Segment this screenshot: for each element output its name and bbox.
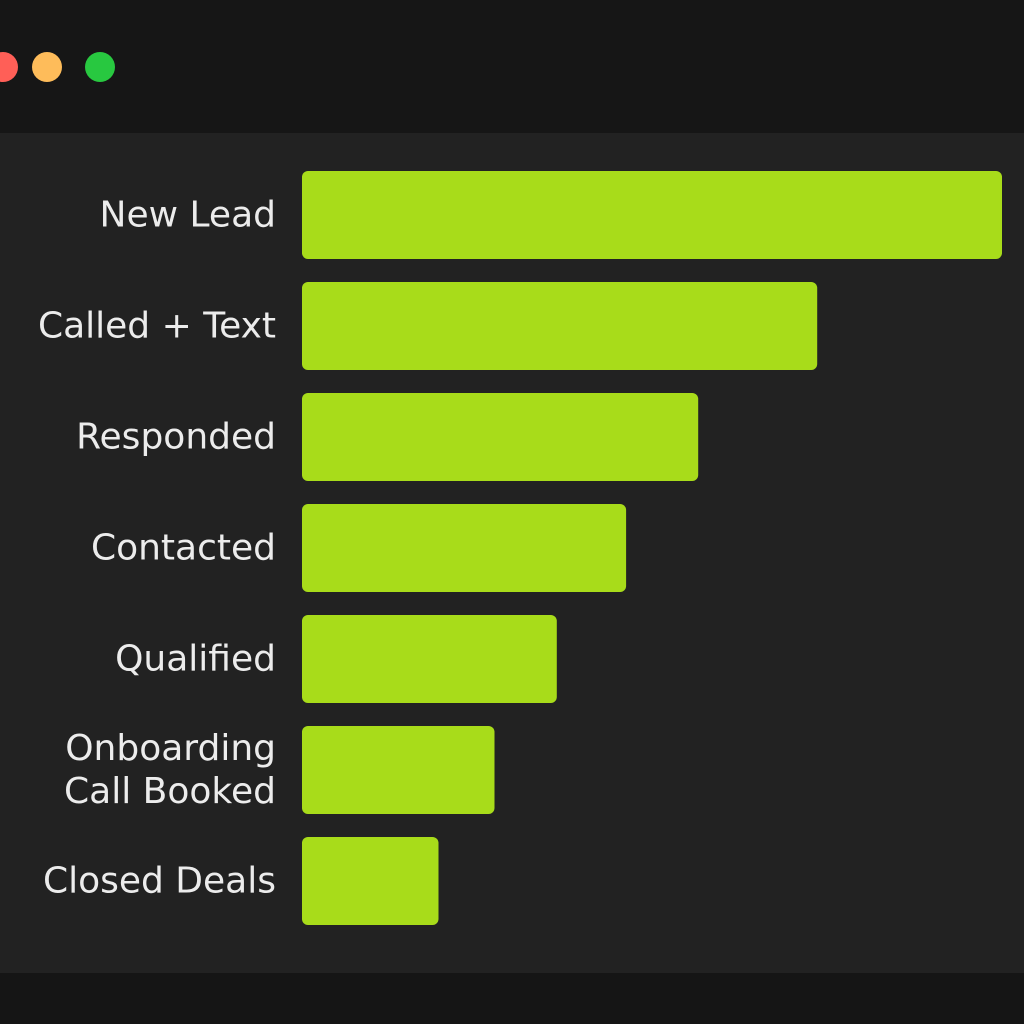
bar-called-text (302, 282, 818, 370)
bar-closed-deals (302, 837, 439, 925)
chart-panel: New Lead Called + Text Responded Contacted Q… (0, 133, 1024, 973)
bar-contacted (302, 504, 627, 592)
minimize-dot-icon[interactable] (32, 52, 62, 82)
category-label: Closed Deals (43, 861, 276, 902)
window-titlebar (0, 0, 1024, 133)
bottom-strip (0, 973, 1024, 1024)
category-label: Onboarding Call Booked (64, 728, 276, 812)
close-dot-icon[interactable] (0, 52, 18, 82)
funnel-bar-chart: New Lead Called + Text Responded Contacted Q… (38, 171, 1002, 925)
maximize-dot-icon[interactable] (85, 52, 115, 82)
category-label: Contacted (91, 528, 276, 569)
category-label: Called + Text (38, 306, 276, 347)
bar-responded (302, 393, 699, 481)
category-label: Responded (76, 417, 276, 458)
category-label: Qualified (115, 639, 276, 680)
category-label: New Lead (100, 195, 276, 236)
bar-qualified (302, 615, 557, 703)
bar-onboarding-call-booked (302, 726, 495, 814)
bar-new-lead (302, 171, 1002, 259)
